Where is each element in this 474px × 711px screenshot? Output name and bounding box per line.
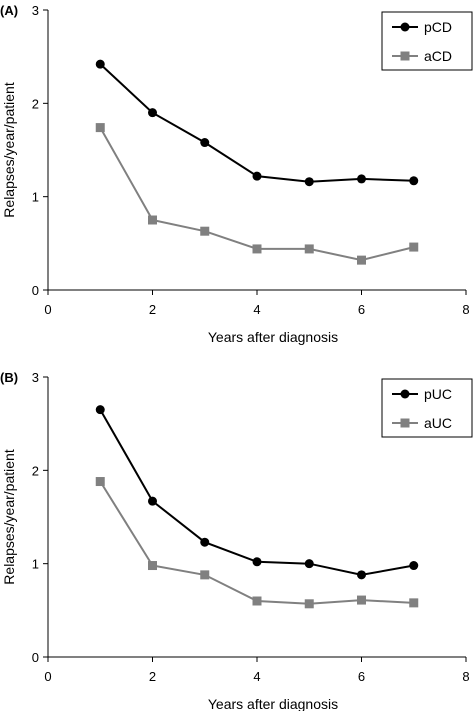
data-point-auc — [409, 598, 419, 608]
legend-label-acd: aCD — [424, 48, 452, 64]
data-point-auc — [304, 599, 314, 609]
data-point-pcd — [252, 171, 262, 181]
x-axis-title: Years after diagnosis — [208, 329, 338, 345]
y-tick-label: 2 — [32, 463, 39, 478]
legend-box — [381, 378, 473, 438]
series-line-puc — [99, 409, 414, 576]
x-tick-label: 0 — [44, 669, 51, 684]
x-tick-label: 4 — [253, 669, 260, 684]
x-tick-label: 6 — [358, 669, 365, 684]
data-point-auc — [357, 595, 366, 605]
data-point-pcd — [95, 59, 105, 69]
y-axis-title: Relapses/year/patient — [1, 449, 17, 585]
y-tick-label: 1 — [32, 557, 39, 572]
panel-label: (A) — [0, 3, 18, 18]
x-tick-label: 8 — [462, 302, 469, 317]
data-point-puc — [148, 496, 157, 506]
legend-box — [381, 11, 473, 71]
data-point-pcd — [304, 177, 314, 187]
y-tick-label: 1 — [32, 190, 39, 205]
x-tick-label: 2 — [149, 669, 156, 684]
x-axis-title: Years after diagnosis — [208, 696, 338, 711]
data-point-auc — [95, 477, 105, 487]
legend-marker-pcd — [400, 22, 410, 32]
y-tick-label: 0 — [32, 650, 39, 665]
x-tick-label: 6 — [358, 302, 365, 317]
y-tick-label: 3 — [32, 3, 39, 18]
data-point-auc — [200, 570, 210, 580]
y-tick-label: 3 — [32, 370, 39, 385]
data-point-acd — [409, 242, 419, 252]
data-point-pcd — [200, 138, 210, 148]
data-point-puc — [304, 559, 314, 569]
data-point-acd — [252, 244, 262, 254]
series-line-acd — [99, 127, 415, 262]
data-point-puc — [200, 537, 210, 547]
data-point-acd — [357, 255, 366, 265]
series-line-auc — [99, 480, 414, 605]
x-tick-label: 8 — [462, 669, 469, 684]
chart-panel-a: (A) 0 1 2 3 0 2 4 6 8 Years after diagnosis Relapse… — [0, 3, 473, 345]
data-point-acd — [304, 244, 314, 254]
y-axis-title: Relapses/year/patient — [1, 82, 17, 218]
legend-marker-acd — [400, 51, 410, 61]
data-point-puc — [252, 557, 262, 567]
legend: pCD aCD — [381, 11, 473, 71]
legend-label-auc: aUC — [424, 415, 452, 431]
y-tick-label: 0 — [32, 283, 39, 298]
legend-marker-auc — [400, 418, 410, 428]
data-point-acd — [95, 123, 105, 133]
x-tick-label: 2 — [149, 302, 156, 317]
chart-panel-b: (B) 0 1 2 3 0 2 4 6 8 Years after diagnosis Relapse… — [0, 370, 473, 711]
legend-label-puc: pUC — [424, 386, 452, 402]
data-point-auc — [252, 596, 262, 606]
data-point-pcd — [148, 108, 157, 118]
series-line-pcd — [99, 63, 414, 183]
data-point-pcd — [409, 176, 419, 186]
data-point-acd — [148, 215, 157, 225]
data-point-puc — [95, 405, 105, 415]
data-point-pcd — [357, 174, 366, 184]
data-point-auc — [148, 561, 157, 571]
data-point-acd — [200, 226, 210, 236]
legend-label-pcd: pCD — [424, 19, 452, 35]
data-point-puc — [357, 570, 366, 580]
legend-marker-puc — [400, 389, 410, 399]
y-tick-label: 2 — [32, 96, 39, 111]
x-tick-label: 4 — [253, 302, 260, 317]
x-tick-label: 0 — [44, 302, 51, 317]
data-point-puc — [409, 561, 419, 571]
legend: pUC aUC — [381, 378, 473, 438]
panel-label: (B) — [0, 370, 18, 385]
